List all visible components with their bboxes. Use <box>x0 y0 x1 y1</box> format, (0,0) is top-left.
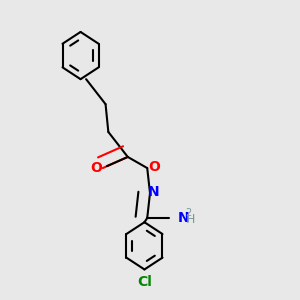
Text: O: O <box>148 160 160 174</box>
Text: N: N <box>148 185 159 199</box>
Text: 2: 2 <box>185 208 191 218</box>
Text: H: H <box>185 213 195 226</box>
Text: N: N <box>178 211 189 225</box>
Text: Cl: Cl <box>137 275 152 289</box>
Text: O: O <box>90 161 102 175</box>
